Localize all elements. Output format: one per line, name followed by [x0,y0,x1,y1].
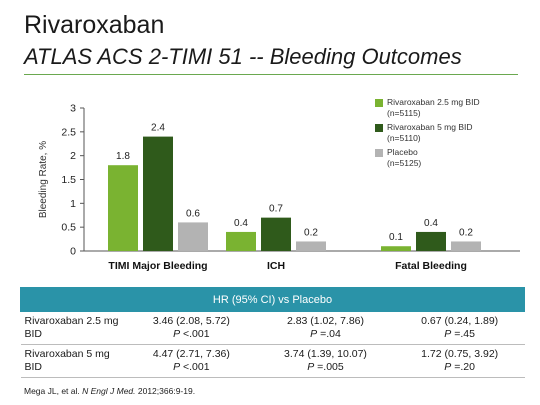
legend-item-placebo: Placebo (n=5125) [375,147,480,169]
x-category-label: ICH [267,260,285,272]
bar-placebo-1 [178,222,208,251]
legend-item-riva25: Rivaroxaban 2.5 mg BID (n=5115) [375,97,480,119]
y-tick-label: 3 [70,103,76,115]
p-value: P <.001 [173,361,210,373]
data-label: 1.8 [116,151,130,162]
table-cell: 3.46 (2.08, 5.72) P <.001 [126,311,257,345]
legend-label-placebo: Placebo [387,147,418,157]
hr-value: 1.72 (0.75, 3.92) [421,348,499,360]
row-label-line1: Rivaroxaban 5 mg [24,348,110,360]
hr-value: 3.74 (1.39, 10.07) [284,348,367,360]
legend-label-riva5: Rivaroxaban 5 mg BID [387,122,473,132]
table-cell: 1.72 (0.75, 3.92) P =.20 [394,344,525,378]
y-tick-label: 1.5 [61,174,76,186]
data-label: 2.4 [151,123,165,134]
table-cell: 2.83 (1.02, 7.86) P =.04 [256,311,395,345]
table-cell: 0.67 (0.24, 1.89) P =.45 [394,311,525,345]
table-row: Rivaroxaban 2.5 mg BID 3.46 (2.08, 5.72)… [20,311,525,345]
hr-value: 0.67 (0.24, 1.89) [421,315,499,327]
table-header: HR (95% CI) vs Placebo [20,287,525,312]
row-label-line1: Rivaroxaban 2.5 mg [24,315,119,327]
reference-citation: Mega JL, et al. N Engl J Med. 2012;366:9… [24,386,196,396]
p-value: P =.45 [444,328,475,340]
legend-n-riva5: (n=5110) [387,133,421,143]
x-category-label: TIMI Major Bleeding [108,260,207,272]
legend-n-riva25: (n=5115) [387,108,421,118]
y-tick-label: 2 [70,150,76,162]
legend-label-riva25: Rivaroxaban 2.5 mg BID [387,97,480,107]
p-value: P =.04 [310,328,341,340]
data-label: 0.7 [269,204,283,215]
legend-swatch-riva25 [375,99,383,107]
row-label: Rivaroxaban 5 mg BID [20,344,127,378]
bar-riva25-1 [108,165,138,251]
row-label-line2: BID [24,328,43,340]
chart-legend: Rivaroxaban 2.5 mg BID (n=5115) Rivaroxa… [375,97,480,172]
data-label: 0.4 [424,218,438,229]
hazard-ratio-table: HR (95% CI) vs Placebo Rivaroxaban 2.5 m… [20,287,525,378]
x-category-label: Fatal Bleeding [395,260,467,272]
table-row: Rivaroxaban 5 mg BID 4.47 (2.71, 7.36) P… [20,344,525,378]
legend-swatch-placebo [375,149,383,157]
y-axis-label: Bleeding Rate, % [38,141,49,218]
y-tick-label: 0 [70,246,76,258]
table-cell: 4.47 (2.71, 7.36) P <.001 [126,344,257,378]
table-cell: 3.74 (1.39, 10.07) P =.005 [256,344,395,378]
bar-riva5-3 [416,231,446,251]
data-label: 0.1 [389,232,403,243]
legend-swatch-riva5 [375,124,383,132]
hr-value: 2.83 (1.02, 7.86) [286,315,365,327]
data-label: 0.2 [459,227,473,238]
row-label: Rivaroxaban 2.5 mg BID [20,311,127,345]
p-value: P <.001 [173,328,210,340]
data-label: 0.6 [186,208,200,219]
bar-riva5-2 [261,217,291,251]
y-tick-label: 2.5 [61,126,76,138]
y-tick-label: 1 [70,198,76,210]
bar-placebo-2 [296,241,326,251]
slide-title: Rivaroxaban [24,11,165,39]
data-label: 0.2 [304,227,318,238]
data-label: 0.4 [234,218,248,229]
p-value: P =.20 [444,361,475,373]
bleeding-rate-bar-chart: 0 0.5 1 1.5 2 2.5 3 Bleeding Rate, % 1.8 2.4 0.6 TI… [38,103,520,272]
y-tick-label: 0.5 [61,222,76,234]
p-value: P =.005 [307,361,344,373]
bar-riva5-1 [143,136,173,251]
legend-n-placebo: (n=5125) [387,158,422,168]
legend-item-riva5: Rivaroxaban 5 mg BID (n=5110) [375,122,480,144]
hr-value: 3.46 (2.08, 5.72) [152,315,230,327]
row-label-line2: BID [24,361,43,373]
slide-subtitle: ATLAS ACS 2-TIMI 51 -- Bleeding Outcomes [24,44,462,69]
bar-riva25-3 [381,246,411,251]
bar-riva25-2 [226,231,256,251]
title-divider [24,74,518,75]
bar-placebo-3 [451,241,481,251]
hr-value: 4.47 (2.71, 7.36) [152,348,230,360]
table-header-row: HR (95% CI) vs Placebo [20,287,525,312]
